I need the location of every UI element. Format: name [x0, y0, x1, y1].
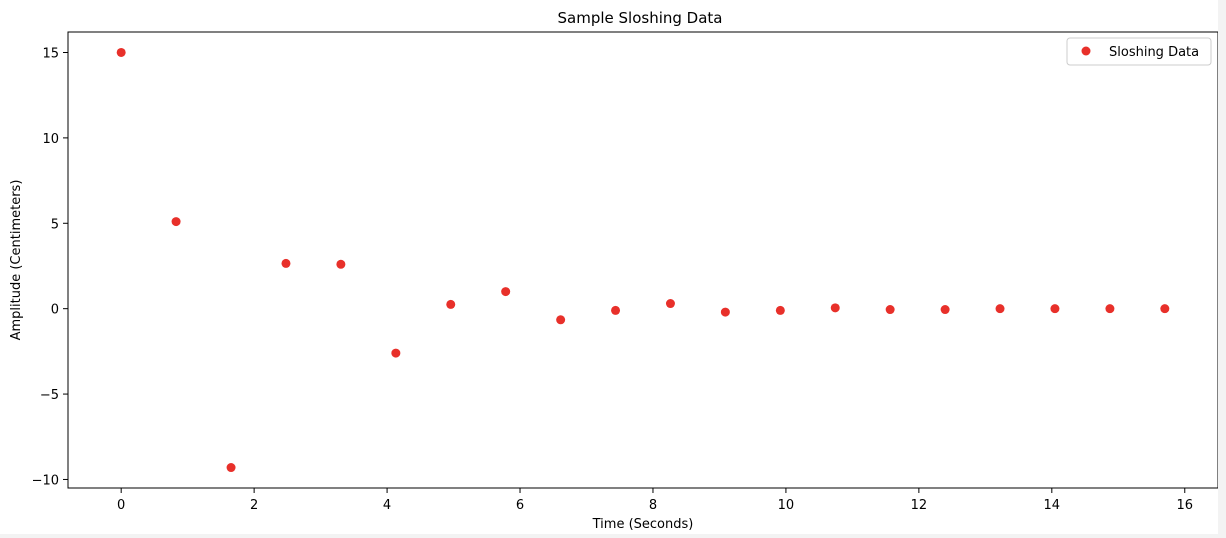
data-point [885, 305, 895, 315]
x-tick-label: 10 [778, 498, 795, 513]
data-point [116, 47, 126, 57]
y-tick-label: 0 [51, 303, 59, 318]
data-point [391, 348, 401, 358]
x-axis-ticks: 0 2 4 6 8 10 12 14 16 [117, 488, 1193, 513]
x-tick-label: 12 [911, 498, 928, 513]
data-point [281, 258, 291, 268]
legend-box [1066, 37, 1212, 66]
y-axis-ticks: −10 −5 0 5 10 15 [32, 46, 68, 488]
data-point [556, 315, 566, 325]
data-point [171, 217, 181, 227]
data-point [1160, 304, 1170, 314]
y-tick-label: 5 [51, 217, 59, 232]
x-tick-label: 8 [649, 498, 657, 513]
y-tick-label: 15 [42, 46, 59, 61]
x-tick-label: 0 [117, 498, 125, 513]
x-tick-label: 4 [383, 498, 391, 513]
data-point [501, 287, 511, 297]
data-point [226, 463, 236, 473]
legend: Sloshing Data [1066, 37, 1212, 66]
x-tick-label: 16 [1176, 498, 1193, 513]
y-tick-label: −5 [40, 388, 59, 403]
chart-title: Sample Sloshing Data [558, 9, 723, 27]
x-tick-label: 6 [516, 498, 524, 513]
data-point [446, 299, 456, 309]
data-point [1105, 304, 1115, 314]
plot-frame [67, 31, 1218, 489]
legend-label: Sloshing Data [1109, 45, 1199, 60]
data-point [720, 307, 730, 317]
y-tick-label: −10 [32, 473, 59, 488]
x-tick-label: 2 [250, 498, 258, 513]
data-point [830, 303, 840, 313]
y-axis-label: Amplitude (Centimeters) [9, 180, 24, 341]
x-axis-label: Time (Seconds) [592, 517, 694, 532]
data-points [116, 47, 1170, 473]
data-point [775, 305, 785, 315]
legend-marker [1081, 46, 1091, 56]
data-point [995, 304, 1005, 314]
data-point [665, 299, 675, 309]
data-point [336, 259, 346, 269]
data-point [940, 305, 950, 315]
y-tick-label: 10 [42, 132, 59, 147]
data-point [611, 305, 621, 315]
window-edge-bottom [0, 534, 1226, 538]
window-edge-right [1218, 0, 1226, 538]
x-tick-label: 14 [1044, 498, 1061, 513]
data-point [1050, 304, 1060, 314]
